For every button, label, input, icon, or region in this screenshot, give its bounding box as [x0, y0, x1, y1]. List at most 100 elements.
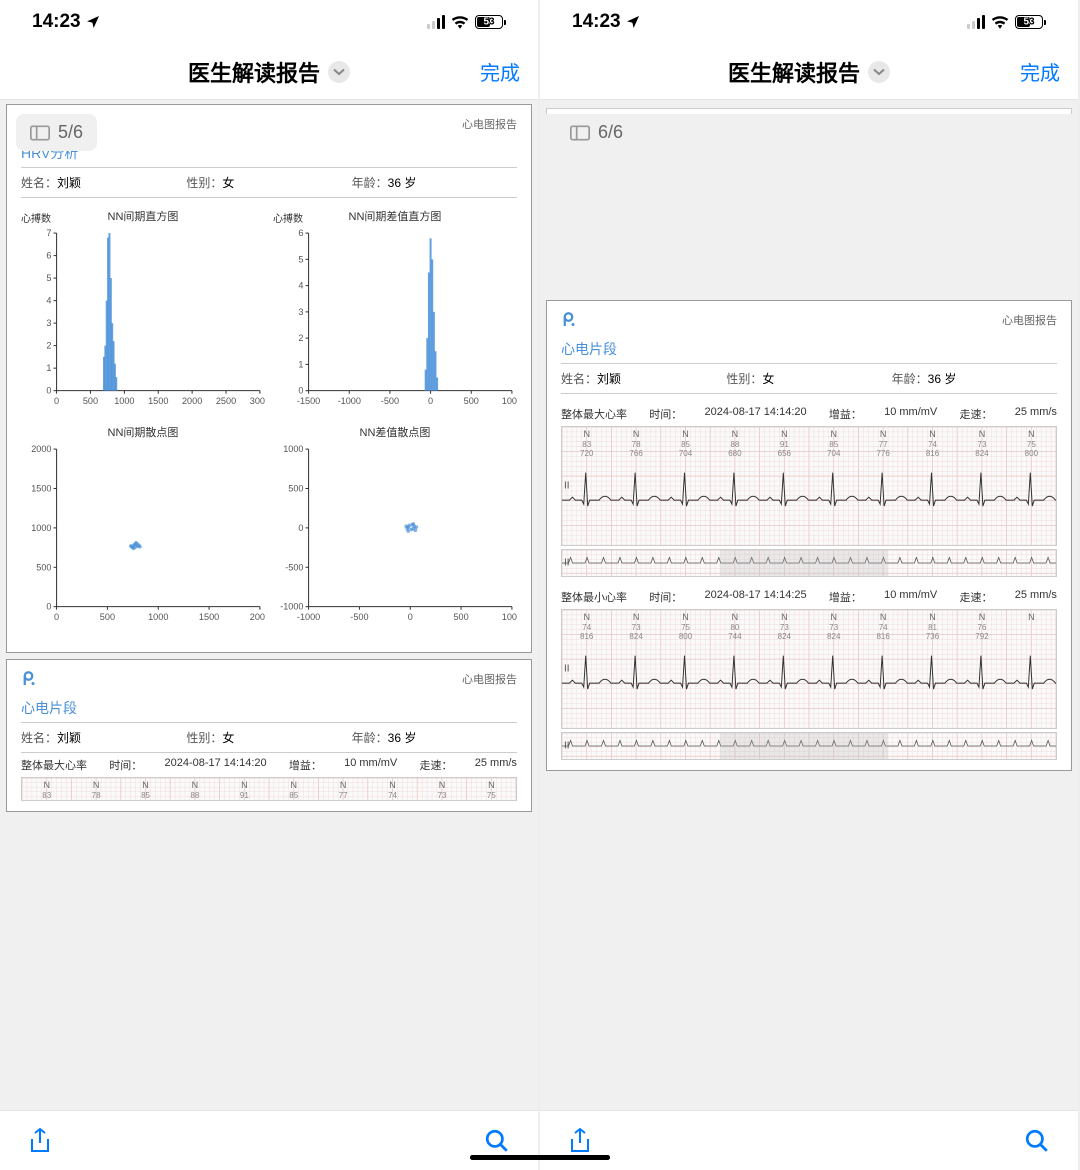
svg-text:1000: 1000 [502, 612, 517, 622]
page-indicator: 6/6 [556, 114, 637, 151]
done-button[interactable]: 完成 [480, 57, 520, 86]
svg-text:2: 2 [298, 333, 303, 343]
pages-icon [570, 125, 590, 141]
svg-text:0: 0 [46, 386, 51, 396]
battery-icon: 53 [1015, 15, 1046, 29]
page-indicator: 5/6 [16, 114, 97, 151]
svg-text:2500: 2500 [216, 396, 236, 406]
share-icon[interactable] [28, 1127, 52, 1155]
chart-nn-diff-scatter: NN差值散点图 -1000-50005001000-1000-500050010… [273, 424, 517, 632]
patient-info: 姓名：刘颖 性别：女 年龄：36 岁 [561, 364, 1057, 394]
svg-text:500: 500 [100, 612, 115, 622]
svg-text:1: 1 [298, 359, 303, 369]
svg-text:5: 5 [46, 273, 51, 283]
bottom-bar [0, 1110, 538, 1170]
section-ecg-title: 心电片段 [21, 694, 517, 723]
svg-text:4: 4 [46, 296, 51, 306]
search-icon[interactable] [484, 1128, 510, 1154]
share-icon[interactable] [568, 1127, 592, 1155]
home-indicator [470, 1155, 610, 1160]
chevron-down-icon[interactable] [868, 61, 890, 83]
svg-text:3: 3 [46, 318, 51, 328]
section-ecg-title: 心电片段 [561, 335, 1057, 364]
svg-text:0: 0 [298, 386, 303, 396]
svg-text:500: 500 [36, 562, 51, 572]
svg-text:500: 500 [288, 484, 303, 494]
svg-text:6: 6 [298, 228, 303, 238]
charts-grid: 心搏数 NN间期直方图 0500100015002000250030000123… [21, 198, 517, 642]
done-button[interactable]: 完成 [1020, 57, 1060, 86]
svg-text:2: 2 [46, 341, 51, 351]
svg-text:6: 6 [46, 251, 51, 261]
svg-text:-1000: -1000 [338, 396, 361, 406]
content-right[interactable]: 6/6 心电图报告 心电片段 姓名：刘颖 性别：女 年龄：36 岁 整体最大心率… [540, 100, 1078, 1110]
report-type: 心电图报告 [462, 116, 517, 132]
content-left[interactable]: 5/6 心电图报告 HRV分析 姓名：刘颖 性别：女 年龄：36 岁 心搏数 N… [0, 100, 538, 1110]
svg-text:3: 3 [298, 307, 303, 317]
svg-text:500: 500 [453, 612, 468, 622]
svg-text:5: 5 [298, 254, 303, 264]
status-bar: 14:23 53 [540, 0, 1078, 44]
svg-text:4: 4 [298, 281, 303, 291]
phone-right: 14:23 53 医生解读报告 完成 6/6 心电图报 [540, 0, 1080, 1170]
svg-text:0: 0 [46, 602, 51, 612]
search-icon[interactable] [1024, 1128, 1050, 1154]
chart-nn-histogram: 心搏数 NN间期直方图 0500100015002000250030000123… [21, 208, 265, 416]
report-page-ecg: 心电图报告 心电片段 姓名：刘颖 性别：女 年龄：36 岁 整体最大心率时间：2… [546, 300, 1072, 771]
chevron-down-icon[interactable] [328, 61, 350, 83]
svg-text:1000: 1000 [502, 396, 517, 406]
chart-nn-scatter: NN间期散点图 05001000150020000500100015002000 [21, 424, 265, 632]
report-type: 心电图报告 [462, 671, 517, 687]
svg-text:2000: 2000 [182, 396, 202, 406]
status-bar: 14:23 53 [0, 0, 538, 44]
svg-text:1500: 1500 [199, 612, 219, 622]
bottom-bar [540, 1110, 1078, 1170]
svg-text:7: 7 [46, 228, 51, 238]
svg-text:0: 0 [54, 396, 59, 406]
svg-text:0: 0 [298, 523, 303, 533]
svg-text:0: 0 [54, 612, 59, 622]
svg-text:500: 500 [464, 396, 479, 406]
nav-title: 医生解读报告 [728, 56, 860, 88]
nav-bar: 医生解读报告 完成 [0, 44, 538, 100]
svg-text:0: 0 [408, 612, 413, 622]
wifi-icon [991, 15, 1009, 29]
nav-bar: 医生解读报告 完成 [540, 44, 1078, 100]
report-page-ecg-peek: 心电图报告 心电片段 姓名：刘颖 性别：女 年龄：36 岁 整体最大心率时间：2… [6, 659, 532, 812]
location-icon [625, 14, 641, 30]
svg-text:500: 500 [83, 396, 98, 406]
svg-text:1000: 1000 [31, 523, 51, 533]
svg-text:2000: 2000 [31, 444, 51, 454]
signal-icon [427, 15, 445, 29]
svg-text:1000: 1000 [283, 444, 303, 454]
svg-text:1: 1 [46, 363, 51, 373]
pages-icon [30, 125, 50, 141]
logo-icon [21, 670, 39, 688]
svg-text:-1000: -1000 [297, 612, 320, 622]
status-time: 14:23 [572, 11, 621, 33]
patient-info: 姓名：刘颖 性别：女 年龄：36 岁 [21, 723, 517, 753]
svg-text:1000: 1000 [148, 612, 168, 622]
location-icon [85, 14, 101, 30]
svg-text:1500: 1500 [148, 396, 168, 406]
svg-text:1500: 1500 [31, 484, 51, 494]
nav-title: 医生解读报告 [188, 56, 320, 88]
battery-icon: 53 [475, 15, 506, 29]
svg-text:-1500: -1500 [297, 396, 320, 406]
svg-text:0: 0 [428, 396, 433, 406]
status-time: 14:23 [32, 11, 81, 33]
wifi-icon [451, 15, 469, 29]
chart-nn-diff-histogram: 心搏数 NN间期差值直方图 -1500-1000-500050010000123… [273, 208, 517, 416]
svg-text:-500: -500 [381, 396, 399, 406]
patient-info: 姓名：刘颖 性别：女 年龄：36 岁 [21, 168, 517, 198]
report-type: 心电图报告 [1002, 312, 1057, 328]
svg-text:1000: 1000 [114, 396, 134, 406]
svg-text:-500: -500 [285, 562, 303, 572]
svg-text:-1000: -1000 [280, 602, 303, 612]
signal-icon [967, 15, 985, 29]
svg-text:2000: 2000 [250, 612, 265, 622]
logo-icon [561, 311, 579, 329]
report-page-hrv: 心电图报告 HRV分析 姓名：刘颖 性别：女 年龄：36 岁 心搏数 NN间期直… [6, 104, 532, 653]
svg-text:3000: 3000 [250, 396, 265, 406]
svg-text:-500: -500 [350, 612, 368, 622]
